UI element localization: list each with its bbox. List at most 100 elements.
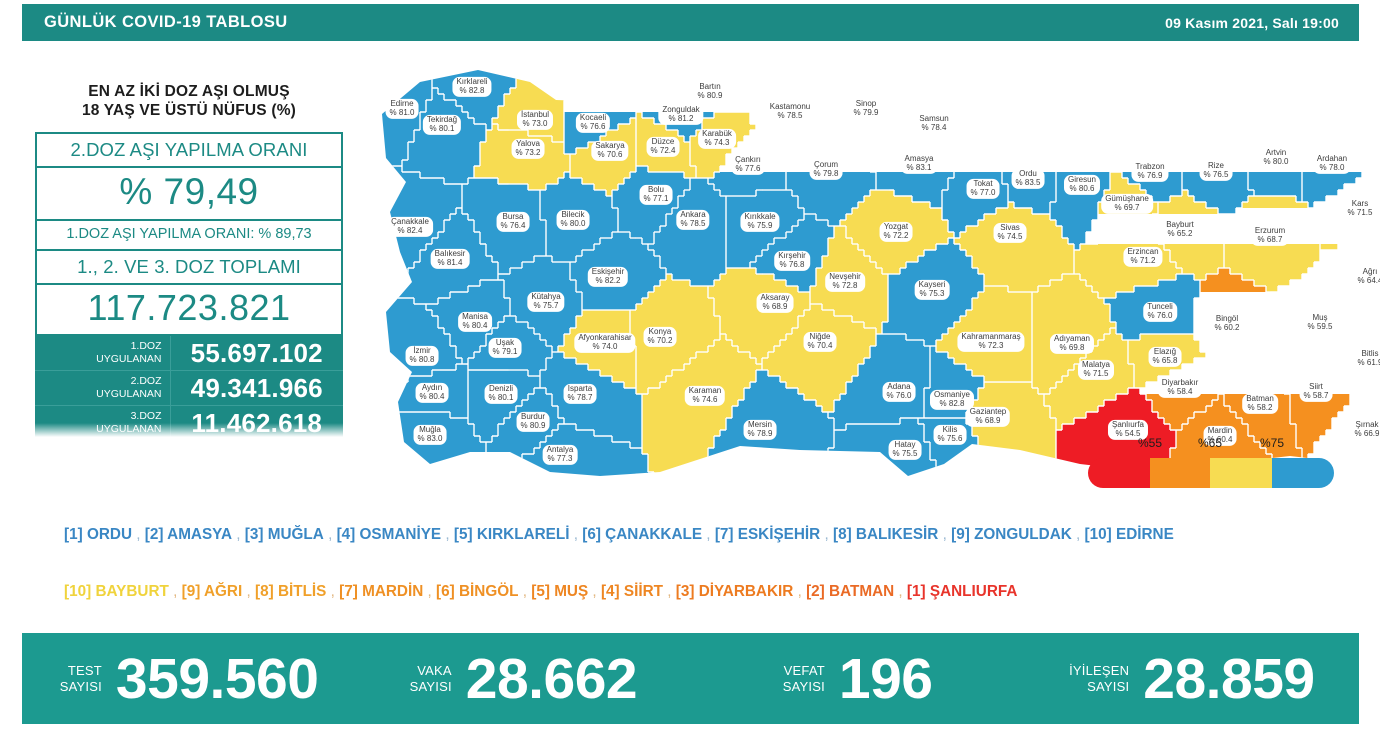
stat-test-value: 359.560 bbox=[115, 646, 319, 711]
rank-province: OSMANİYE bbox=[359, 526, 442, 543]
legend-segment-blue bbox=[1272, 458, 1334, 488]
rank-separator: , bbox=[569, 526, 583, 543]
rank-separator: , bbox=[1071, 526, 1085, 543]
rank-separator: , bbox=[168, 583, 182, 600]
rank-separator: , bbox=[938, 526, 952, 543]
rank-item: [2] AMASYA bbox=[145, 526, 232, 543]
panel-title-line2: 18 YAŞ VE ÜSTÜ NÜFUS (%) bbox=[81, 102, 297, 119]
rank-number: [9] bbox=[951, 526, 970, 543]
dose-row: 2.DOZ UYGULANAN 49.341.966 bbox=[35, 370, 343, 406]
rank-item: [10] BAYBURT bbox=[64, 583, 169, 600]
rank-separator: , bbox=[441, 526, 454, 543]
dose-label-bottom: UYGULANAN bbox=[96, 423, 162, 435]
vaccination-panel-title: EN AZ İKİ DOZ AŞI OLMUŞ 18 YAŞ VE ÜSTÜ N… bbox=[24, 82, 354, 120]
total-doses-value: 117.723.821 bbox=[87, 287, 291, 328]
legend-segment-red bbox=[1088, 458, 1150, 488]
dose-label-bottom: UYGULANAN bbox=[96, 388, 162, 400]
rank-separator: , bbox=[232, 526, 245, 543]
legend-tick-75: %75 bbox=[1259, 436, 1285, 450]
stat-case-label-top: VAKA bbox=[417, 662, 452, 678]
dose-row: 1.DOZ UYGULANAN 55.697.102 bbox=[35, 336, 343, 371]
rank-item: [2] BATMAN bbox=[806, 583, 894, 600]
stat-death-label-bottom: SAYISI bbox=[782, 678, 825, 694]
rank-separator: , bbox=[702, 526, 715, 543]
rank-number: [3] bbox=[244, 526, 264, 543]
dose-label-top: 3.DOZ bbox=[130, 410, 162, 422]
dose-label-top: 1.DOZ bbox=[130, 340, 162, 352]
rank-separator: , bbox=[662, 583, 676, 600]
rank-separator: , bbox=[793, 583, 807, 600]
rank-province: AĞRI bbox=[203, 583, 243, 600]
rank-item: [9] ZONGULDAK bbox=[951, 526, 1072, 543]
rank-item: [1] ŞANLIURFA bbox=[907, 583, 1017, 600]
rank-province: KIRKLARELİ bbox=[476, 526, 570, 543]
rank-province: AMASYA bbox=[167, 526, 233, 543]
rank-number: [8] bbox=[832, 526, 852, 543]
rank-item: [3] MUĞLA bbox=[245, 526, 324, 543]
rank-item: [5] MUŞ bbox=[531, 583, 588, 600]
dose-label-2: 2.DOZ UYGULANAN bbox=[35, 370, 171, 406]
rank-province: ZONGULDAK bbox=[974, 526, 1072, 543]
turkey-choropleth-map: Edirne% 81.0 Kırklareli% 82.8 Tekirdağ% 80… bbox=[360, 52, 1380, 502]
map-legend: %55 %65 %75 bbox=[1088, 436, 1334, 490]
rank-province: BALIKESİR bbox=[855, 526, 939, 543]
rank-item: [9] AĞRI bbox=[182, 583, 243, 600]
rank-province: ESKİŞEHİR bbox=[737, 526, 821, 543]
rank-province: BAYBURT bbox=[95, 583, 169, 600]
rank-separator: , bbox=[326, 583, 340, 600]
dose-breakdown-table: 1.DOZ UYGULANAN 55.697.102 2.DOZ UYGULANAN 49… bbox=[35, 336, 343, 441]
rank-item: [4] OSMANİYE bbox=[337, 526, 442, 543]
best-provinces-line: [1] ORDU , [2] AMASYA , [3] MUĞLA , [4] … bbox=[64, 522, 1344, 547]
rank-province: MARDİN bbox=[362, 583, 424, 600]
rank-item: [3] DİYARBAKIR bbox=[676, 583, 794, 600]
stat-recovered: İYİLEŞEN SAYISI 28.859 bbox=[1025, 649, 1359, 709]
dose-row: 3.DOZ UYGULANAN 11.462.618 bbox=[35, 405, 343, 441]
rank-number: [10] bbox=[64, 583, 92, 600]
header-bar: GÜNLÜK COVID-19 TABLOSU 09 Kasım 2021, S… bbox=[22, 4, 1359, 41]
rank-item: [6] BİNGÖL bbox=[436, 583, 518, 600]
rank-number: [1] bbox=[906, 583, 926, 600]
rank-number: [4] bbox=[336, 526, 356, 543]
stat-test: TEST SAYISI 359.560 bbox=[22, 649, 356, 709]
rank-number: [3] bbox=[675, 583, 695, 600]
rank-province: ÇANAKKALE bbox=[605, 526, 703, 543]
stat-death-label: VEFAT SAYISI bbox=[783, 663, 825, 695]
stat-death-value: 196 bbox=[838, 646, 933, 711]
rank-province: BATMAN bbox=[829, 583, 895, 600]
stat-death: VEFAT SAYISI 196 bbox=[691, 649, 1025, 709]
stat-case-label-bottom: SAYISI bbox=[409, 678, 452, 694]
rank-province: ORDU bbox=[86, 526, 132, 543]
worst-provinces-line: [10] BAYBURT , [9] AĞRI , [8] BİTLİS , [… bbox=[64, 579, 1344, 604]
stat-case-value: 28.662 bbox=[465, 646, 638, 711]
rank-number: [10] bbox=[1084, 526, 1112, 543]
dose-value-1: 55.697.102 bbox=[190, 337, 323, 368]
stat-test-label-bottom: SAYISI bbox=[59, 678, 102, 694]
rank-item: [10] EDİRNE bbox=[1085, 526, 1174, 543]
rank-item: [8] BİTLİS bbox=[255, 583, 326, 600]
rank-item: [6] ÇANAKKALE bbox=[582, 526, 702, 543]
stat-test-label-top: TEST bbox=[67, 662, 102, 678]
stat-recovered-label-top: İYİLEŞEN bbox=[1069, 662, 1130, 678]
rank-separator: , bbox=[588, 583, 601, 600]
dose-label-bottom: UYGULANAN bbox=[96, 353, 162, 365]
rank-number: [9] bbox=[181, 583, 201, 600]
rank-separator: , bbox=[323, 526, 337, 543]
rank-province: MUĞLA bbox=[267, 526, 324, 543]
second-dose-rate-label: 2.DOZ AŞI YAPILMA ORANI bbox=[37, 134, 341, 168]
rank-number: [7] bbox=[339, 583, 358, 600]
rank-number: [7] bbox=[714, 526, 734, 543]
stat-case: VAKA SAYISI 28.662 bbox=[356, 649, 690, 709]
first-dose-rate-text: 1.DOZ AŞI YAPILMA ORANI: % 89,73 bbox=[37, 221, 341, 251]
page-title: GÜNLÜK COVID-19 TABLOSU bbox=[44, 13, 288, 31]
rank-province: EDİRNE bbox=[1116, 526, 1174, 543]
legend-gradient-bar bbox=[1088, 458, 1334, 488]
rank-item: [8] BALIKESİR bbox=[833, 526, 938, 543]
second-dose-rate-value: % 79,49 bbox=[37, 168, 341, 221]
province-rankings: [1] ORDU , [2] AMASYA , [3] MUĞLA , [4] … bbox=[64, 522, 1344, 604]
rank-number: [2] bbox=[144, 526, 164, 543]
rank-province: BİNGÖL bbox=[458, 583, 519, 600]
legend-segment-orange bbox=[1150, 458, 1210, 488]
rank-separator: , bbox=[518, 583, 532, 600]
stat-recovered-value: 28.859 bbox=[1143, 646, 1315, 711]
